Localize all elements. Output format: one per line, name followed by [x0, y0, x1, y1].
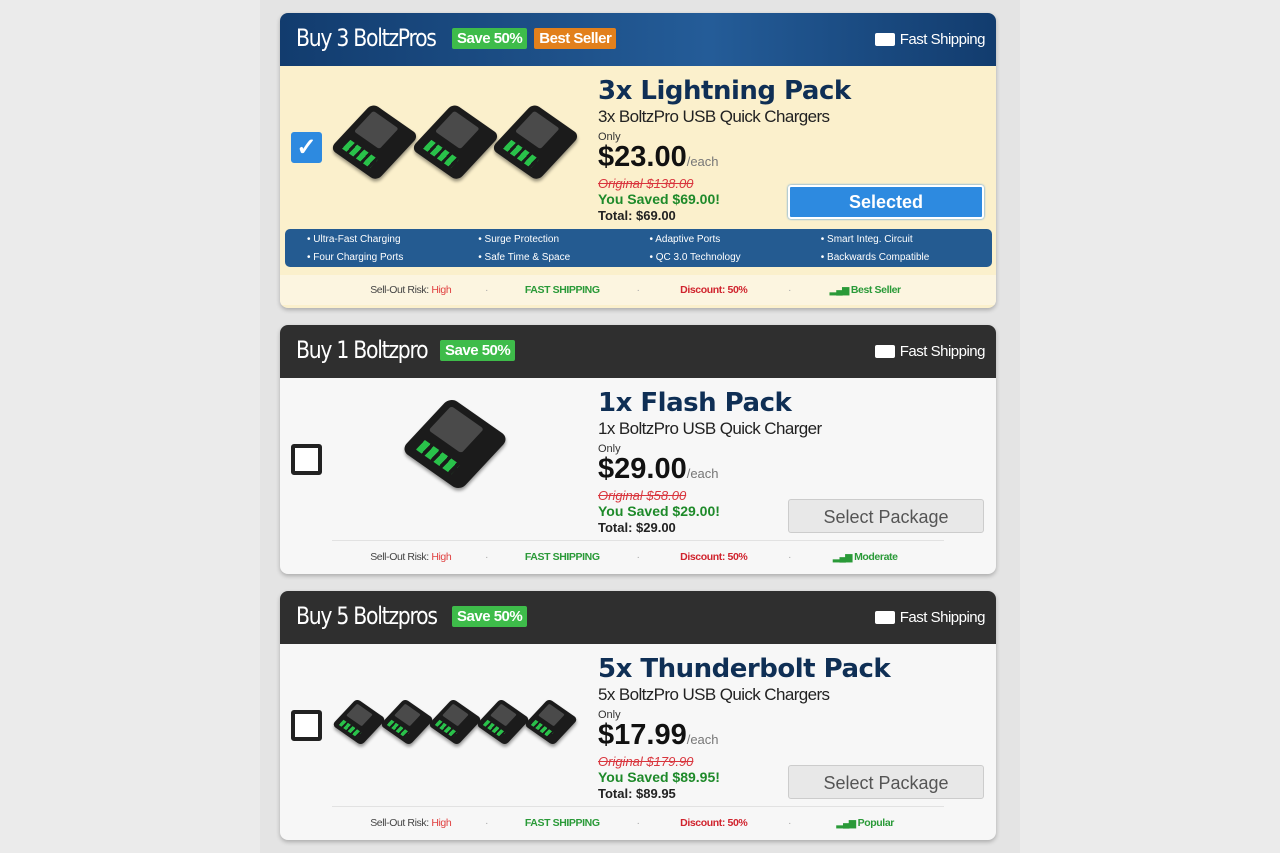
- package-checkbox[interactable]: ✓: [291, 132, 322, 163]
- charger-image: [475, 698, 531, 746]
- unit-price: $29.00: [598, 453, 687, 485]
- sell-out-risk: Sell-Out Risk: High: [370, 817, 452, 829]
- fast-shipping-label: Fast Shipping: [899, 31, 986, 48]
- truck-icon: [874, 345, 895, 358]
- feature-item: Four Charging Ports: [307, 252, 478, 267]
- charger-image: [329, 102, 419, 182]
- feature-item: Ultra-Fast Charging: [307, 234, 478, 249]
- product-images: [334, 396, 576, 492]
- package-footer: Sell-Out Risk: High · FAST SHIPPING · Disc…: [280, 542, 996, 572]
- footer-discount: Discount: 50%: [680, 817, 748, 829]
- package-subtitle: 1x BoltzPro USB Quick Charger: [598, 419, 822, 438]
- charger-image: [410, 102, 500, 182]
- total-price: Total: $89.95: [598, 786, 676, 801]
- select-package-button[interactable]: Select Package: [788, 499, 984, 533]
- package-title: 1x Flash Pack: [598, 388, 792, 418]
- feature-item: Smart Integ. Circuit: [821, 234, 992, 249]
- popularity: ▂▄▆ Moderate: [832, 551, 898, 563]
- truck-icon: [874, 33, 895, 46]
- package-subtitle: 3x BoltzPro USB Quick Chargers: [598, 107, 830, 126]
- footer-shipping: FAST SHIPPING: [524, 551, 600, 563]
- package-card[interactable]: Buy 1 Boltzpro Save 50% Fast Shipping 1x…: [280, 325, 996, 574]
- save-badge: Save 50%: [452, 606, 528, 627]
- check-icon: ✓: [296, 134, 317, 161]
- fast-shipping-label: Fast Shipping: [899, 609, 986, 626]
- package-title: 5x Thunderbolt Pack: [598, 654, 891, 684]
- each-label: /each: [686, 154, 719, 169]
- savings: You Saved $69.00!: [598, 191, 720, 207]
- footer-discount: Discount: 50%: [680, 551, 748, 563]
- original-price: Original $179.90: [598, 754, 694, 769]
- sell-out-risk: Sell-Out Risk: High: [370, 284, 452, 296]
- package-header: Buy 3 BoltzPros Save 50% Best Seller Fast…: [280, 13, 996, 66]
- charger-image: [523, 698, 579, 746]
- charger-image: [400, 396, 510, 492]
- package-header-title: Buy 3 BoltzPros: [296, 24, 437, 52]
- charger-image: [491, 102, 581, 182]
- save-badge: Save 50%: [440, 340, 516, 361]
- charger-image: [331, 698, 387, 746]
- original-price: Original $138.00: [598, 176, 694, 191]
- charger-image: [379, 698, 435, 746]
- features-bar: Ultra-Fast ChargingSurge ProtectionAdapt…: [285, 229, 992, 267]
- each-label: /each: [686, 466, 719, 481]
- package-header: Buy 5 Boltzpros Save 50% Fast Shipping: [280, 591, 996, 644]
- package-checkbox[interactable]: [291, 444, 322, 475]
- total-price: Total: $69.00: [598, 208, 676, 223]
- feature-item: QC 3.0 Technology: [650, 252, 821, 267]
- fast-shipping-label: Fast Shipping: [899, 343, 986, 360]
- fast-shipping: Fast Shipping: [874, 31, 986, 48]
- truck-icon: [874, 611, 895, 624]
- only-label: Only: [598, 443, 621, 455]
- unit-price: $17.99: [598, 719, 687, 751]
- signal-bars-icon: ▂▄▆: [832, 552, 855, 562]
- product-images: [331, 698, 579, 746]
- signal-bars-icon: ▂▄▆: [829, 285, 851, 295]
- popularity: ▂▄▆ Best Seller: [829, 284, 901, 296]
- each-label: /each: [686, 732, 719, 747]
- total-price: Total: $29.00: [598, 520, 676, 535]
- package-card[interactable]: Buy 3 BoltzPros Save 50% Best Seller Fast…: [280, 13, 996, 308]
- original-price: Original $58.00: [598, 488, 687, 503]
- popularity: ▂▄▆ Popular: [836, 817, 895, 829]
- divider: [332, 540, 944, 541]
- footer-shipping: FAST SHIPPING: [524, 817, 600, 829]
- package-footer: Sell-Out Risk: High · FAST SHIPPING · Disc…: [280, 808, 996, 838]
- fast-shipping: Fast Shipping: [874, 609, 986, 626]
- package-footer: Sell-Out Risk: High · FAST SHIPPING · Disc…: [280, 275, 996, 305]
- package-checkbox[interactable]: [291, 710, 322, 741]
- only-label: Only: [598, 131, 621, 143]
- package-header-title: Buy 5 Boltzpros: [296, 602, 438, 630]
- package-header: Buy 1 Boltzpro Save 50% Fast Shipping: [280, 325, 996, 378]
- unit-price: $23.00: [598, 141, 687, 173]
- feature-item: Surge Protection: [478, 234, 649, 249]
- package-header-title: Buy 1 Boltzpro: [296, 336, 429, 364]
- select-package-button[interactable]: Select Package: [788, 765, 984, 799]
- signal-bars-icon: ▂▄▆: [836, 818, 858, 828]
- package-subtitle: 5x BoltzPro USB Quick Chargers: [598, 685, 830, 704]
- package-title: 3x Lightning Pack: [598, 76, 851, 106]
- package-card[interactable]: Buy 5 Boltzpros Save 50% Fast Shipping 5…: [280, 591, 996, 840]
- footer-discount: Discount: 50%: [680, 284, 748, 296]
- footer-shipping: FAST SHIPPING: [524, 284, 600, 296]
- feature-item: Adaptive Ports: [650, 234, 821, 249]
- divider: [332, 806, 944, 807]
- feature-item: Backwards Compatible: [821, 252, 992, 267]
- savings: You Saved $29.00!: [598, 503, 720, 519]
- only-label: Only: [598, 709, 621, 721]
- save-badge: Save 50%: [452, 28, 528, 49]
- feature-item: Safe Time & Space: [478, 252, 649, 267]
- product-images: [329, 102, 581, 182]
- fast-shipping: Fast Shipping: [874, 343, 986, 360]
- best-seller-badge: Best Seller: [534, 28, 617, 49]
- savings: You Saved $89.95!: [598, 769, 720, 785]
- charger-image: [427, 698, 483, 746]
- selected-button[interactable]: Selected: [788, 185, 984, 219]
- sell-out-risk: Sell-Out Risk: High: [370, 551, 452, 563]
